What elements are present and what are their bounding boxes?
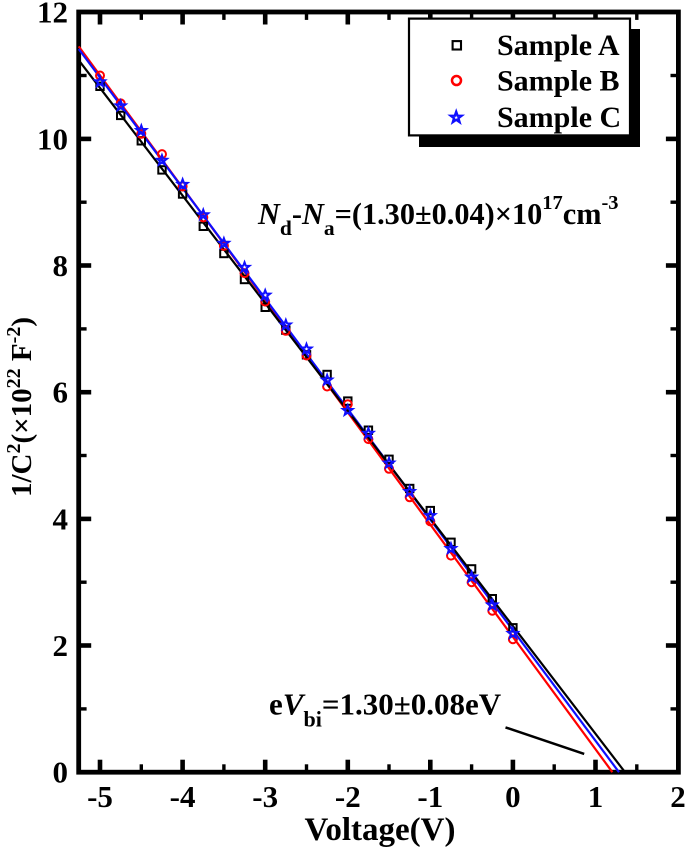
svg-text:Sample A: Sample A (497, 29, 620, 62)
svg-text:-2: -2 (335, 779, 361, 814)
svg-text:Nd-Na=(1.30±0.04)×1017cm-3: Nd-Na=(1.30±0.04)×1017cm-3 (257, 192, 619, 240)
svg-text:6: 6 (53, 375, 69, 410)
svg-text:-1: -1 (417, 779, 443, 814)
svg-text:10: 10 (37, 121, 68, 156)
svg-text:Sample B: Sample B (497, 64, 620, 97)
svg-text:0: 0 (505, 779, 521, 814)
svg-text:0: 0 (53, 755, 69, 790)
svg-text:1/C2(×1022 F-2): 1/C2(×1022 F-2) (3, 317, 38, 497)
svg-text:4: 4 (53, 501, 69, 536)
svg-text:8: 8 (53, 248, 69, 283)
svg-text:2: 2 (670, 779, 685, 814)
svg-text:12: 12 (37, 0, 68, 30)
svg-text:-5: -5 (87, 779, 113, 814)
svg-text:-4: -4 (170, 779, 196, 814)
svg-text:Voltage(V): Voltage(V) (305, 812, 456, 848)
svg-text:1: 1 (588, 779, 604, 814)
svg-text:2: 2 (53, 628, 69, 663)
svg-text:-3: -3 (252, 779, 278, 814)
svg-text:Sample C: Sample C (497, 101, 621, 134)
